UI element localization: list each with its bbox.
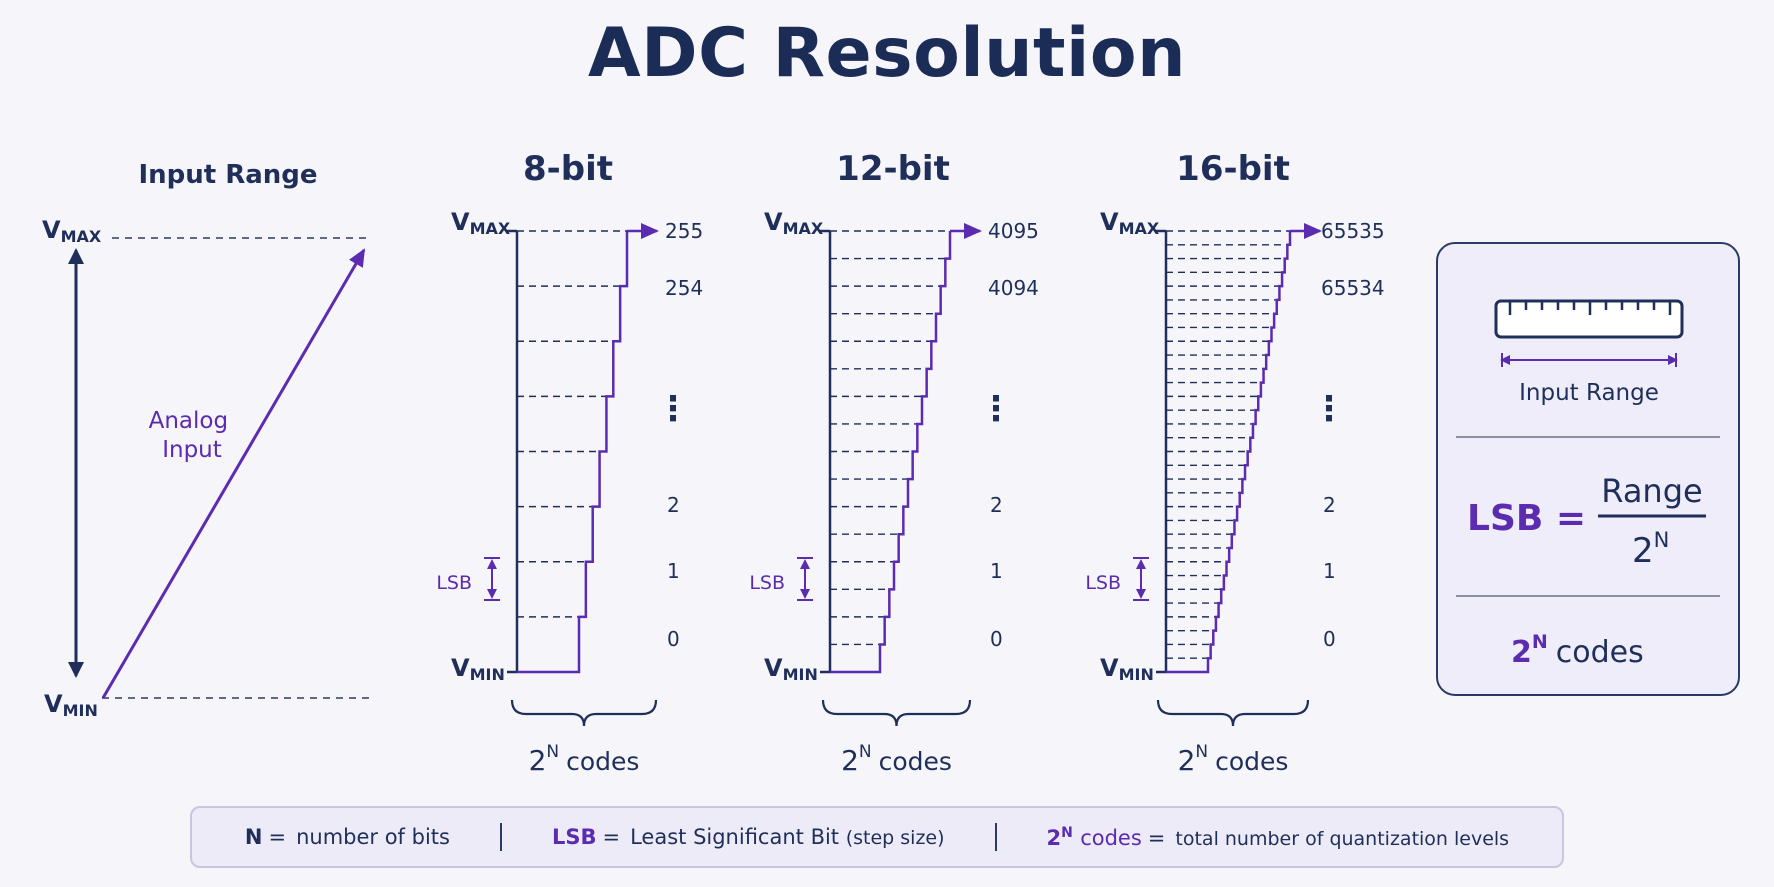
code-label: 0: [1323, 627, 1336, 651]
code-label: 1: [1323, 559, 1336, 583]
adc-heading: 16-bit: [1176, 149, 1290, 189]
code-label: 2: [990, 493, 1003, 517]
codes-brace: [510, 699, 658, 727]
legend-separator: [499, 823, 502, 851]
codes-footer: 2N codes: [841, 742, 952, 777]
legend-item-codes: 2N codes = total number of quantization …: [1046, 824, 1510, 850]
analog-input-arrow: [101, 248, 366, 699]
adc-heading: 12-bit: [836, 149, 950, 189]
staircase-output: [1166, 231, 1292, 674]
ellipsis-dots: ⋮: [656, 389, 690, 429]
lsb-label: LSB: [749, 572, 785, 594]
code-label: 65535: [1321, 219, 1385, 243]
vmax-label: VMAX: [1100, 208, 1160, 238]
legend-item-lsb: LSB = Least Significant Bit (step size): [551, 825, 945, 849]
legend-lsb-symbol: LSB: [551, 825, 597, 849]
codes-footer: 2N codes: [529, 742, 640, 777]
code-label: 1: [990, 559, 1003, 583]
codes-footer: 2N codes: [1178, 742, 1289, 777]
code-label: 255: [665, 219, 703, 243]
vmax-label: VMAX: [42, 216, 102, 246]
adc-panels: 8-bit VMAX VMIN 255 254 2 1 0 ⋮ LSB 2N codes 12-bit V…: [436, 149, 1384, 777]
adc-heading: 8-bit: [523, 149, 613, 189]
code-label: 65534: [1321, 276, 1385, 300]
legend-lsb-note: (step size): [845, 827, 945, 849]
ellipsis-dots: ⋮: [1312, 389, 1346, 429]
input-range-heading: Input Range: [138, 160, 317, 190]
vmax-label: VMAX: [451, 208, 511, 238]
formula-denominator: 2N: [1632, 528, 1669, 571]
vmin-label: VMIN: [764, 654, 818, 684]
code-label: 1: [667, 559, 680, 583]
analog-input-label: Analog Input: [149, 408, 236, 463]
formula-box: Input Range LSB = Range 2N 2N codes: [1436, 242, 1740, 696]
legend-codes-symbol: 2N codes: [1046, 824, 1142, 850]
ruler-label: Input Range: [1519, 380, 1659, 406]
vmin-label: VMIN: [451, 654, 505, 684]
lsb-label: LSB: [436, 572, 472, 594]
codes-brace: [1156, 699, 1310, 727]
vmax-label: VMAX: [764, 208, 824, 238]
staircase-output: [517, 231, 629, 674]
legend-n-symbol: N: [244, 825, 263, 849]
legend-n-description: number of bits: [296, 825, 450, 849]
input-range-panel: Input Range VMAX VMIN Analog Input: [42, 160, 372, 720]
code-label: 254: [665, 276, 703, 300]
code-label: 2: [667, 493, 680, 517]
vmin-label: VMIN: [1100, 654, 1154, 684]
ruler-icon: [1494, 299, 1684, 339]
code-label: 0: [990, 627, 1003, 651]
legend-lsb-description: Least Significant Bit: [630, 825, 840, 849]
legend-item-n: N = number of bits: [244, 825, 450, 849]
adc-panel-16-bit: 16-bit VMAX VMIN 65535 65534 2 1 0 ⋮ LSB 2N codes: [1085, 149, 1384, 777]
code-label: 4095: [988, 219, 1039, 243]
code-label: 4094: [988, 276, 1039, 300]
ellipsis-dots: ⋮: [979, 389, 1013, 429]
codes-brace: [821, 699, 972, 727]
lsb-label: LSB: [1085, 572, 1121, 594]
vmin-label: VMIN: [44, 690, 98, 720]
adc-panel-12-bit: 12-bit VMAX VMIN 4095 4094 2 1 0 ⋮ LSB 2N codes: [749, 149, 1039, 777]
legend-bar: N = number of bits LSB = Least Significa…: [190, 806, 1564, 868]
legend-separator: [994, 823, 997, 851]
formula-numerator: Range: [1601, 472, 1702, 510]
legend-codes-description: total number of quantization levels: [1175, 827, 1510, 850]
page-title: ADC Resolution: [588, 14, 1186, 93]
formula-codes: 2N codes: [1511, 631, 1644, 670]
code-label: 2: [1323, 493, 1336, 517]
staircase-output: [830, 231, 952, 674]
lsb-formula-lhs: LSB =: [1467, 498, 1586, 539]
adc-panel-8-bit: 8-bit VMAX VMIN 255 254 2 1 0 ⋮ LSB 2N codes: [436, 149, 703, 777]
code-label: 0: [667, 627, 680, 651]
